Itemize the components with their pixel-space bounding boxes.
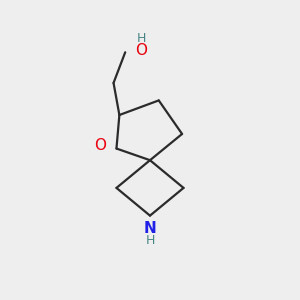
Text: H: H — [136, 32, 146, 45]
Text: O: O — [135, 43, 147, 58]
Text: N: N — [144, 221, 156, 236]
Text: O: O — [94, 138, 106, 153]
Text: H: H — [145, 234, 155, 247]
